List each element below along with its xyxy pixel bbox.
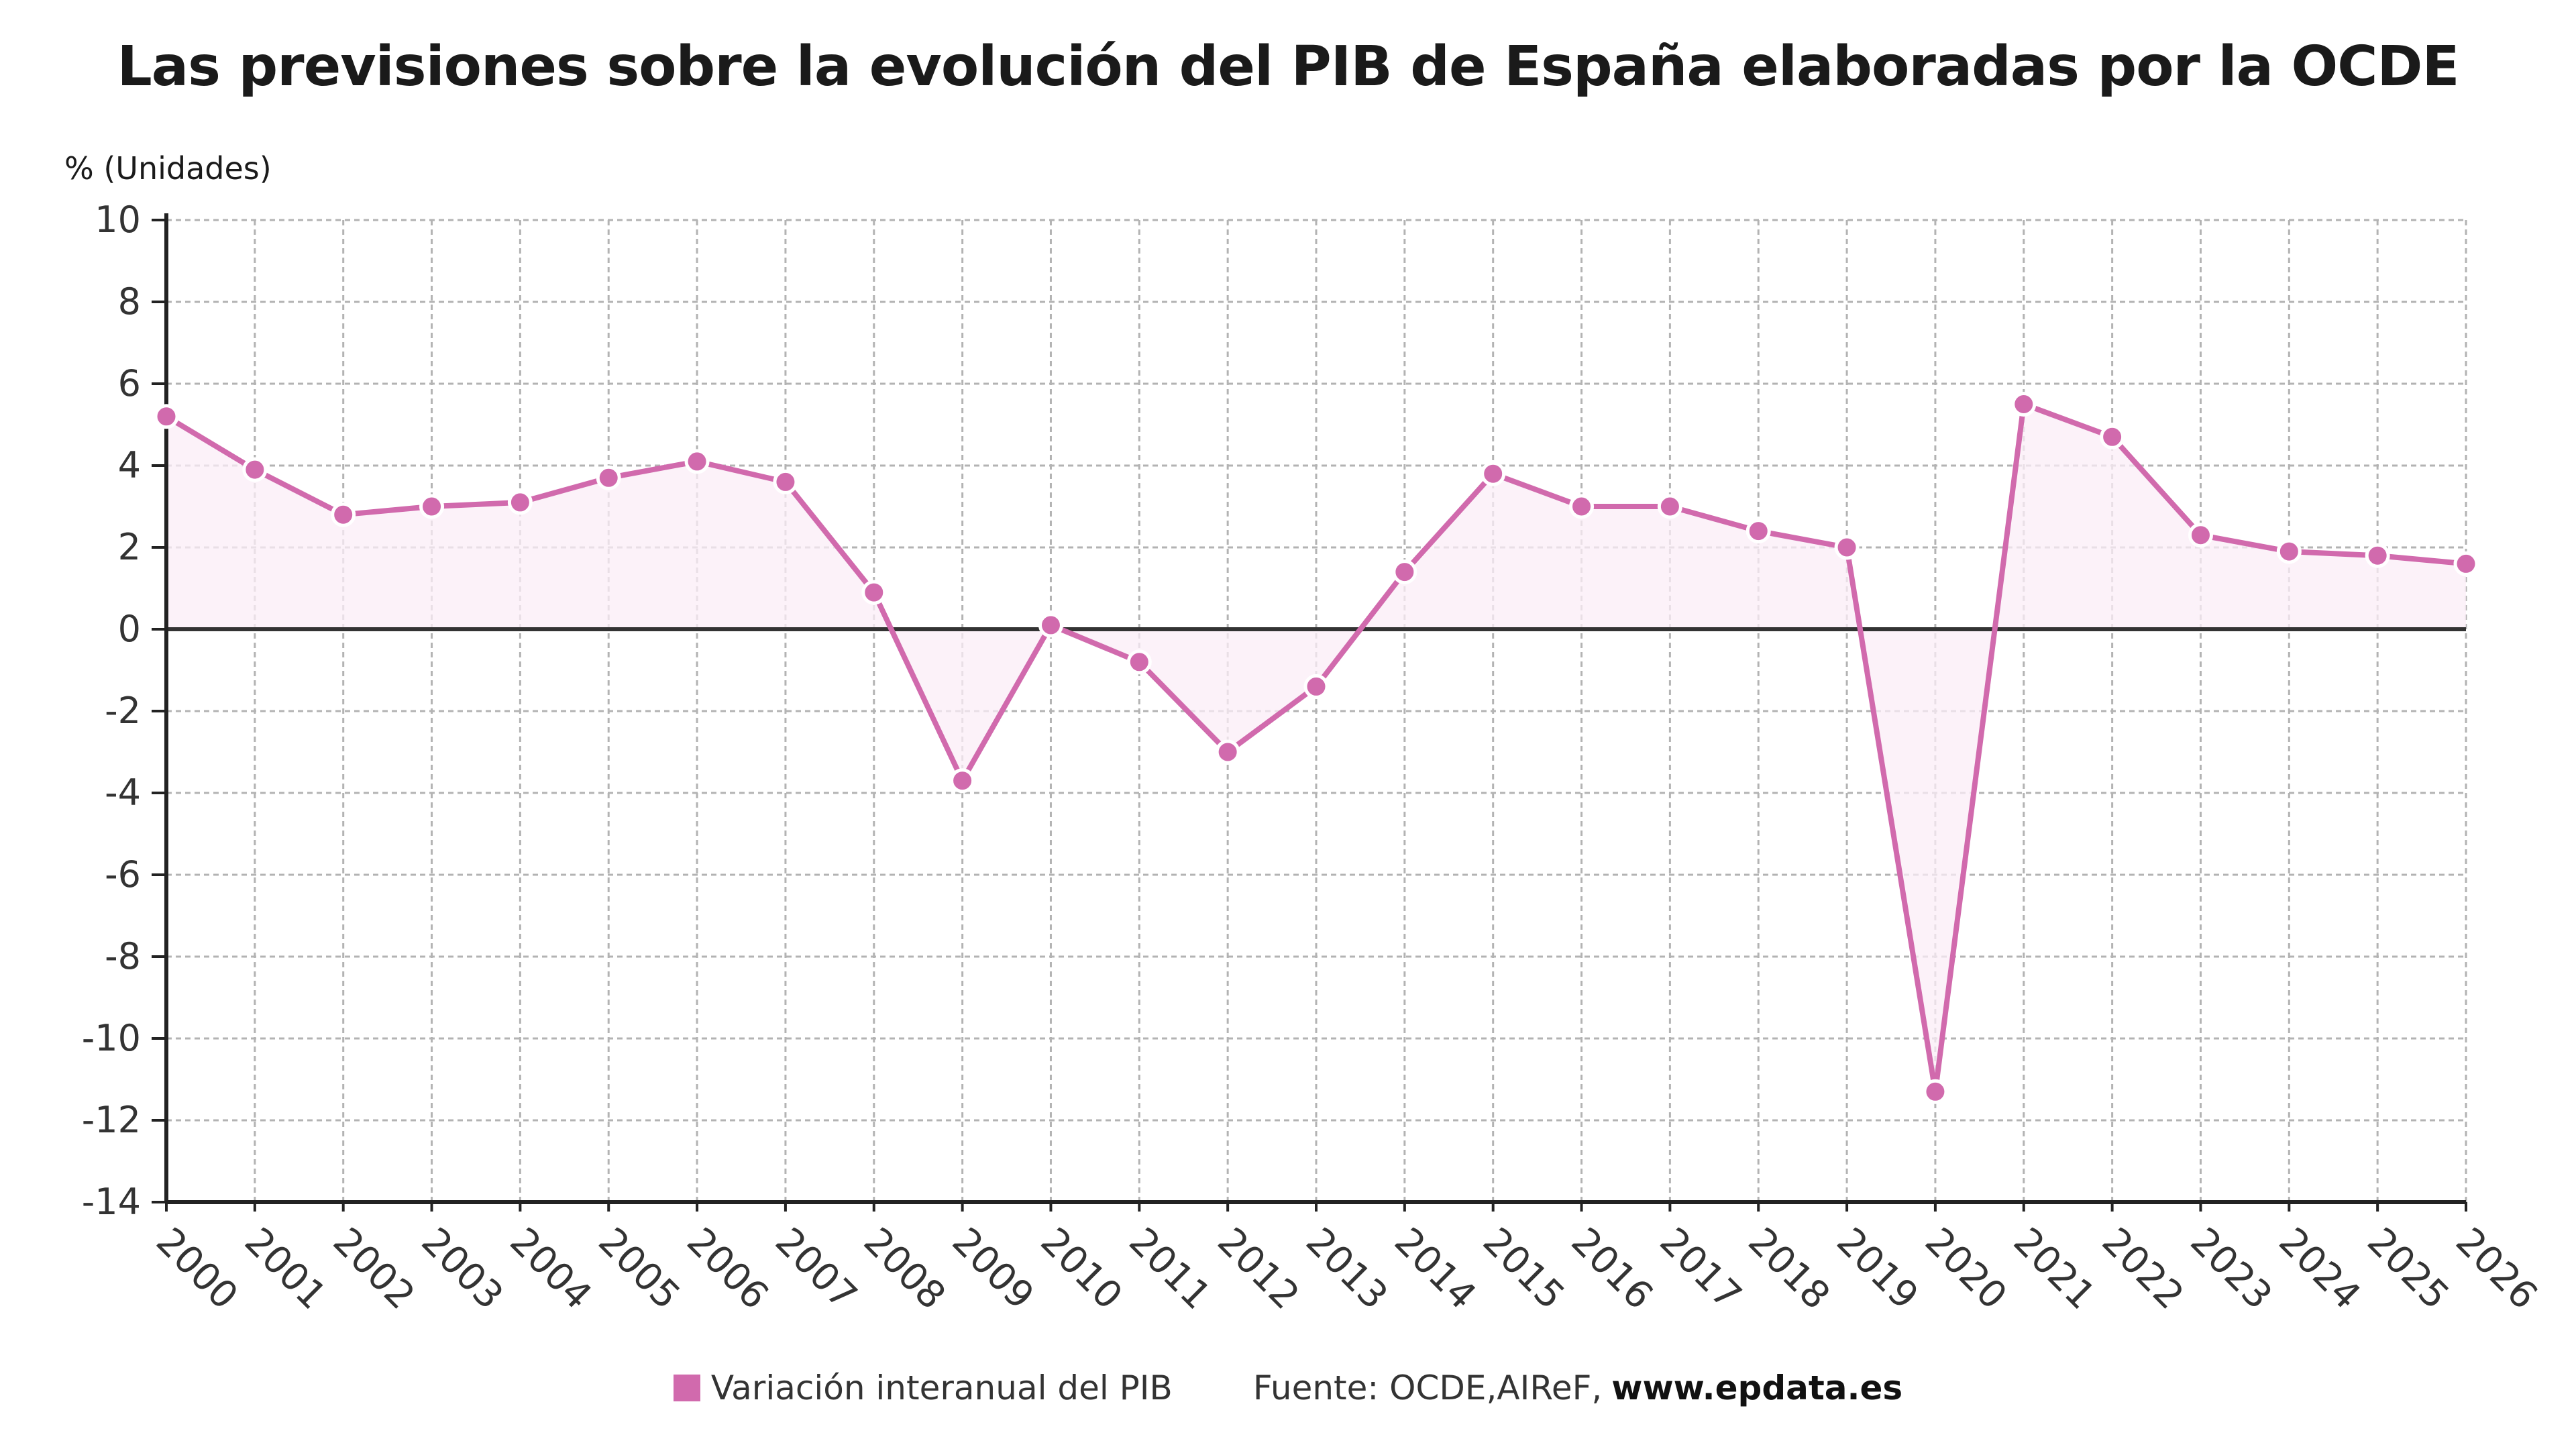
data-point — [1126, 649, 1152, 675]
x-tick-label: 2012 — [1209, 1220, 1307, 1318]
grid-lines — [165, 219, 2467, 1203]
data-point — [242, 457, 268, 482]
data-point — [2276, 539, 2302, 564]
x-tick-label: 2016 — [1563, 1220, 1662, 1318]
data-point — [154, 404, 179, 429]
data-point — [2011, 392, 2037, 417]
x-tick-label: 2004 — [501, 1220, 600, 1318]
data-point — [331, 502, 356, 527]
x-tick-label: 2019 — [1828, 1220, 1927, 1318]
legend-series-label: Variación interanual del PIB — [710, 1368, 1173, 1407]
data-point — [2100, 424, 2125, 449]
area-fill-path — [166, 404, 2466, 1092]
x-tick-label: 2013 — [1297, 1220, 1396, 1318]
x-tick-label: 2011 — [1120, 1220, 1219, 1318]
axes — [152, 213, 2467, 1212]
x-tick-label: 2002 — [325, 1220, 423, 1318]
data-point — [1303, 674, 1329, 699]
x-tick-label: 2025 — [2359, 1220, 2457, 1318]
x-tick-label: 2010 — [1032, 1220, 1131, 1318]
legend-swatch — [673, 1375, 700, 1401]
y-tick-labels: -14 -12 -10 -8 -6 -4 -2 0 2 4 6 8 10 — [82, 199, 141, 1223]
y-tick-label: -4 — [105, 771, 141, 814]
series-points — [154, 392, 2479, 1104]
data-point — [1923, 1079, 1948, 1104]
y-tick-label: 8 — [118, 280, 141, 323]
x-tick-label: 2018 — [1739, 1220, 1838, 1318]
chart-title: Las previsiones sobre la evolución del P… — [117, 35, 2460, 99]
x-tick-label: 2001 — [236, 1220, 335, 1318]
y-tick-label: 6 — [118, 362, 141, 405]
y-tick-label: -2 — [105, 690, 141, 732]
data-point — [1834, 535, 1860, 560]
x-tick-labels: 2000200120022003200420052006200720082009… — [148, 1220, 2546, 1318]
x-tick-label: 2009 — [944, 1220, 1042, 1318]
x-tick-label: 2006 — [678, 1220, 777, 1318]
x-tick-label: 2020 — [1917, 1220, 2015, 1318]
y-tick-label: -8 — [105, 935, 141, 977]
data-point — [1038, 612, 1063, 638]
y-tick-label: -10 — [82, 1017, 141, 1059]
x-tick-label: 2021 — [2005, 1220, 2104, 1318]
data-point — [861, 580, 887, 605]
x-tick-label: 2015 — [1474, 1220, 1573, 1318]
x-tick-label: 2005 — [590, 1220, 688, 1318]
y-tick-label: 4 — [118, 444, 141, 486]
y-axis-unit-label: % (Unidades) — [64, 150, 272, 186]
x-tick-label: 2017 — [1651, 1220, 1750, 1318]
data-point — [419, 494, 445, 519]
data-point — [1481, 461, 1506, 486]
data-point — [2453, 551, 2479, 576]
x-tick-label: 2000 — [148, 1220, 246, 1318]
legend: Variación interanual del PIB Fuente: OCD… — [0, 1368, 2576, 1407]
data-point — [507, 490, 533, 515]
source-label: Fuente: OCDE,AIReF, — [1252, 1368, 1603, 1407]
y-tick-label: -6 — [105, 853, 141, 896]
data-point — [1657, 494, 1682, 519]
x-tick-label: 2014 — [1386, 1220, 1485, 1318]
y-tick-label: -12 — [82, 1099, 141, 1141]
y-tick-label: -14 — [82, 1181, 141, 1223]
x-tick-label: 2007 — [767, 1220, 865, 1318]
y-tick-label: 0 — [118, 608, 141, 650]
y-tick-label: 10 — [95, 199, 141, 241]
x-tick-label: 2024 — [2270, 1220, 2369, 1318]
data-point — [2188, 523, 2213, 548]
x-tick-label: 2003 — [413, 1220, 512, 1318]
data-point — [684, 449, 710, 474]
area-fill — [166, 404, 2466, 1092]
x-tick-label: 2008 — [855, 1220, 954, 1318]
data-point — [1746, 519, 1771, 544]
x-tick-label: 2023 — [2182, 1220, 2281, 1318]
data-point — [1392, 559, 1417, 585]
data-point — [950, 768, 975, 794]
data-point — [1215, 739, 1240, 765]
data-point — [596, 465, 621, 490]
source-site: www.epdata.es — [1611, 1368, 1903, 1407]
data-point — [1569, 494, 1595, 519]
x-tick-label: 2022 — [2094, 1220, 2192, 1318]
data-point — [773, 469, 798, 494]
x-tick-label: 2026 — [2447, 1220, 2546, 1318]
y-tick-label: 2 — [118, 526, 141, 568]
data-point — [2365, 543, 2390, 568]
